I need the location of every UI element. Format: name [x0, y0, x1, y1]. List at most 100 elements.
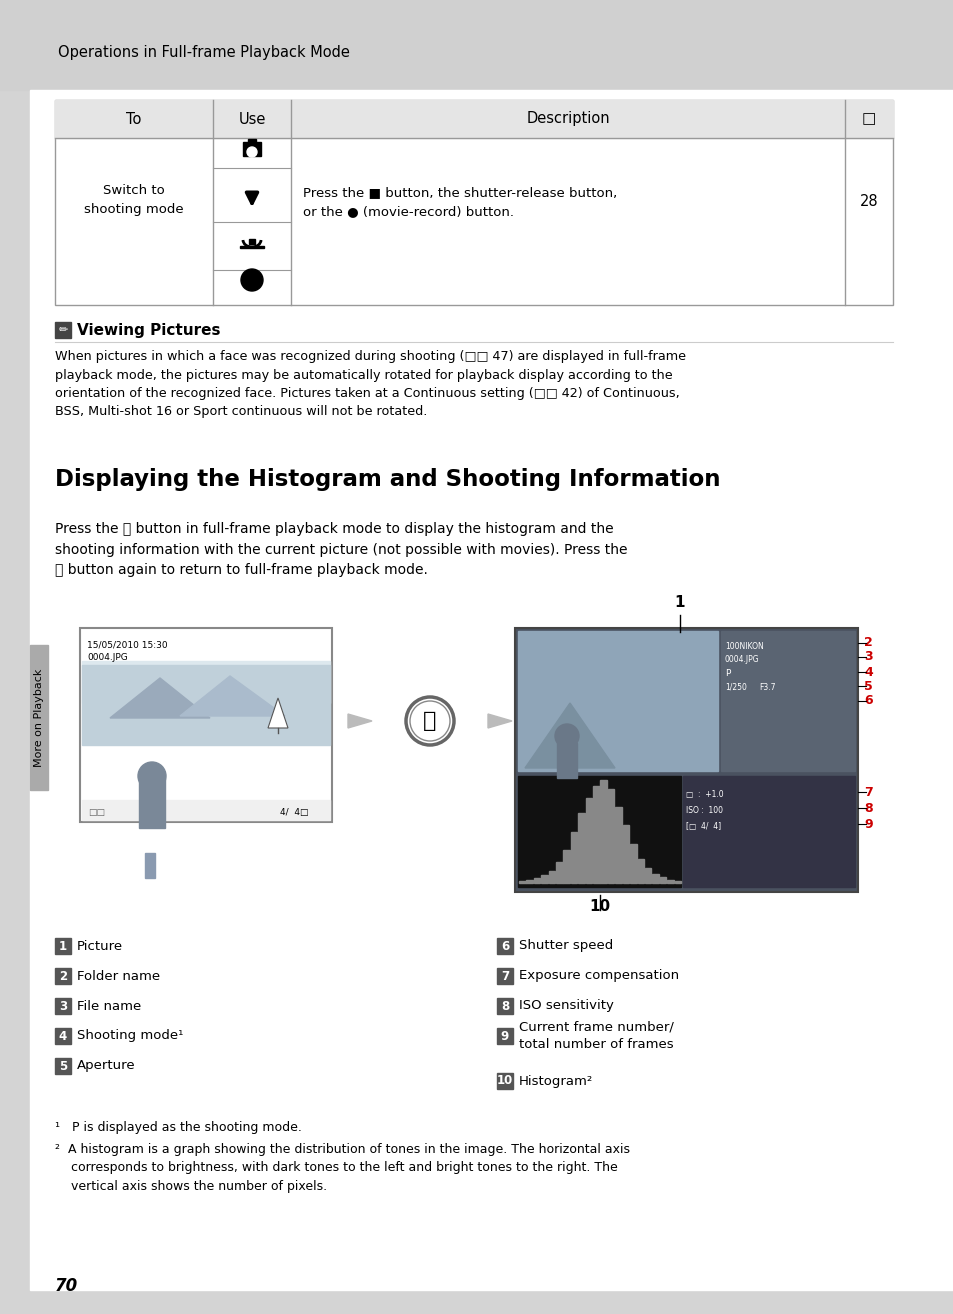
Text: 5: 5 — [59, 1059, 67, 1072]
Polygon shape — [524, 703, 615, 767]
Text: 5: 5 — [863, 679, 872, 692]
Bar — [556, 862, 562, 883]
Bar — [659, 876, 665, 883]
Text: 10: 10 — [497, 1075, 513, 1088]
Text: ✏: ✏ — [58, 325, 68, 335]
Bar — [249, 239, 254, 244]
Bar — [557, 742, 577, 778]
Text: □: □ — [861, 112, 875, 126]
Text: Picture: Picture — [77, 940, 123, 953]
Text: File name: File name — [77, 1000, 141, 1013]
Text: Viewing Pictures: Viewing Pictures — [77, 322, 220, 338]
Bar — [55, 322, 71, 338]
Text: ISO :  100: ISO : 100 — [685, 805, 722, 815]
Polygon shape — [180, 675, 285, 716]
Bar — [55, 100, 892, 305]
Bar — [80, 628, 332, 823]
Bar — [682, 777, 854, 887]
Polygon shape — [110, 678, 210, 717]
Text: 1/250: 1/250 — [724, 683, 746, 692]
Text: P: P — [724, 669, 730, 678]
Bar — [248, 139, 255, 143]
Text: □  :  +1.0: □ : +1.0 — [685, 790, 723, 799]
Bar — [599, 781, 606, 883]
Bar — [526, 880, 533, 883]
Bar — [622, 825, 629, 883]
Bar — [55, 1058, 71, 1074]
Text: Use: Use — [238, 112, 265, 126]
Text: 6: 6 — [500, 940, 509, 953]
Bar — [55, 1028, 71, 1045]
Text: [□  4/  4]: [□ 4/ 4] — [685, 823, 720, 830]
Text: Shooting mode¹: Shooting mode¹ — [77, 1029, 183, 1042]
Text: 15/05/2010 15:30: 15/05/2010 15:30 — [87, 640, 168, 649]
Text: 2: 2 — [59, 970, 67, 983]
Bar — [243, 142, 261, 156]
Text: Histogram²: Histogram² — [518, 1075, 593, 1088]
Text: Aperture: Aperture — [77, 1059, 135, 1072]
Text: 1: 1 — [59, 940, 67, 953]
Text: Press the ■ button, the shutter-release button,
or the ● (movie-record) button.: Press the ■ button, the shutter-release … — [303, 187, 617, 218]
Circle shape — [555, 724, 578, 748]
Circle shape — [406, 696, 454, 745]
Bar — [563, 850, 569, 883]
Bar — [578, 813, 584, 883]
Text: ²  A histogram is a graph showing the distribution of tones in the image. The ho: ² A histogram is a graph showing the dis… — [55, 1143, 629, 1193]
Text: 10: 10 — [589, 899, 610, 915]
Bar — [55, 100, 892, 138]
Bar — [518, 882, 525, 883]
Text: When pictures in which a face was recognized during shooting (□□ 47) are display: When pictures in which a face was recogn… — [55, 350, 685, 418]
Text: □□: □□ — [88, 808, 105, 817]
Bar — [517, 777, 680, 887]
Text: ⓞ: ⓞ — [423, 711, 436, 731]
Text: Folder name: Folder name — [77, 970, 160, 983]
Bar — [82, 800, 330, 820]
Text: 4/  4□: 4/ 4□ — [280, 808, 308, 817]
Text: 4: 4 — [863, 665, 872, 678]
Text: 9: 9 — [863, 817, 872, 830]
Bar — [540, 875, 547, 883]
Text: 7: 7 — [500, 970, 509, 983]
Text: Displaying the Histogram and Shooting Information: Displaying the Histogram and Shooting In… — [55, 468, 720, 491]
Text: Description: Description — [526, 112, 609, 126]
Text: 6: 6 — [863, 695, 872, 707]
Bar — [644, 867, 651, 883]
Text: 28: 28 — [859, 194, 878, 209]
Text: Exposure compensation: Exposure compensation — [518, 970, 679, 983]
Bar — [82, 665, 330, 745]
Bar — [139, 778, 165, 828]
Bar — [607, 790, 614, 883]
Text: Shutter speed: Shutter speed — [518, 940, 613, 953]
Text: Operations in Full-frame Playback Mode: Operations in Full-frame Playback Mode — [58, 45, 350, 59]
Bar — [55, 968, 71, 984]
Circle shape — [247, 147, 256, 156]
Bar — [240, 246, 264, 248]
Text: Switch to
shooting mode: Switch to shooting mode — [84, 184, 184, 215]
Text: F3.7: F3.7 — [759, 683, 775, 692]
Text: 8: 8 — [863, 802, 872, 815]
Bar — [497, 1074, 513, 1089]
Text: 0004.JPG: 0004.JPG — [87, 653, 128, 662]
Text: Current frame number/
total number of frames: Current frame number/ total number of fr… — [518, 1021, 673, 1051]
Bar — [497, 968, 513, 984]
Bar — [82, 661, 330, 703]
Text: ISO sensitivity: ISO sensitivity — [518, 1000, 613, 1013]
Bar — [615, 807, 621, 883]
Bar — [593, 786, 599, 883]
Bar — [55, 938, 71, 954]
Bar — [674, 882, 680, 883]
Bar — [570, 832, 577, 883]
Bar — [630, 844, 636, 883]
Bar — [497, 999, 513, 1014]
Text: ¹   P is displayed as the shooting mode.: ¹ P is displayed as the shooting mode. — [55, 1121, 301, 1134]
Text: 7: 7 — [863, 786, 872, 799]
Text: 2: 2 — [863, 636, 872, 649]
Text: 1: 1 — [674, 595, 684, 610]
Bar — [652, 874, 659, 883]
Text: More on Playback: More on Playback — [34, 669, 44, 767]
Bar — [30, 645, 48, 790]
Text: 3: 3 — [863, 650, 872, 664]
Text: 100NIKON: 100NIKON — [724, 643, 763, 650]
Circle shape — [241, 269, 263, 290]
Text: 0004.JPG: 0004.JPG — [724, 654, 759, 664]
